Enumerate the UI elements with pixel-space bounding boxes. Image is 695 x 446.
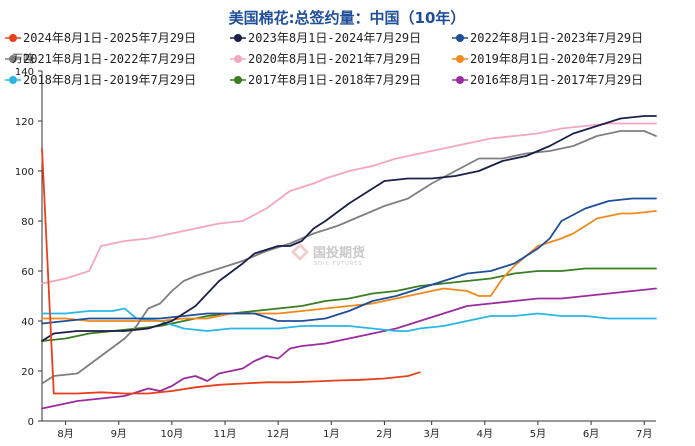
legend-item[interactable]: 2022年8月1日-2023年7月29日: [452, 31, 643, 45]
series-line: [41, 115, 657, 342]
legend-marker: [9, 76, 17, 84]
watermark-text: 国投期货: [313, 245, 365, 261]
legend-marker: [234, 55, 242, 63]
legend-item[interactable]: 2016年8月1日-2017年7月29日: [452, 73, 643, 87]
x-tick-label: 7月: [636, 428, 652, 440]
legend-marker: [234, 34, 242, 42]
legend-item[interactable]: 2018年8月1日-2019年7月29日: [5, 73, 196, 87]
legend-item[interactable]: 2021年8月1日-2022年7月29日: [5, 52, 196, 66]
legend-label: 2024年8月1日-2025年7月29日: [23, 31, 196, 45]
y-tick-label: 20: [21, 367, 34, 378]
x-tick-label: 5月: [530, 428, 546, 440]
y-tick-label: 80: [21, 217, 34, 228]
watermark-subtext: SDIC FUTURES: [314, 261, 363, 267]
x-tick-label: 10月: [161, 428, 184, 440]
x-tick-label: 6月: [583, 428, 599, 440]
y-tick-label: 40: [21, 317, 34, 328]
legend-item[interactable]: 2024年8月1日-2025年7月29日: [5, 31, 196, 45]
y-tick-label: 120: [15, 117, 34, 128]
series-line: [41, 147, 421, 395]
series-group: [41, 115, 657, 410]
x-tick-label: 2月: [376, 428, 392, 440]
x-tick-label: 11月: [214, 428, 237, 440]
y-tick-label: 60: [21, 267, 34, 278]
legend-label: 2016年8月1日-2017年7月29日: [470, 73, 643, 87]
series-line: [41, 197, 657, 325]
legend-label: 2019年8月1日-2020年7月29日: [470, 52, 643, 66]
legend: 2024年8月1日-2025年7月29日 2023年8月1日-2024年7月29日…: [5, 31, 643, 87]
y-axis: 0 20 40 60 80 100 120 140: [15, 67, 43, 428]
legend-label: 2017年8月1日-2018年7月29日: [248, 73, 421, 87]
legend-marker: [234, 76, 242, 84]
series-line: [41, 130, 657, 385]
x-tick-label: 4月: [477, 428, 493, 440]
legend-item[interactable]: 2020年8月1日-2021年7月29日: [230, 52, 421, 66]
y-tick-label: 0: [28, 417, 34, 428]
series-line: [41, 287, 657, 410]
x-tick-label: 9月: [111, 428, 127, 440]
series-line: [41, 307, 657, 332]
legend-marker: [456, 76, 464, 84]
x-tick-label: 1月: [323, 428, 339, 440]
legend-label: 2018年8月1日-2019年7月29日: [23, 73, 196, 87]
legend-marker: [456, 55, 464, 63]
legend-label: 2022年8月1日-2023年7月29日: [470, 31, 643, 45]
x-tick-label: 8月: [57, 428, 73, 440]
legend-marker: [456, 34, 464, 42]
y-tick-label: 100: [15, 167, 34, 178]
legend-label: 2023年8月1日-2024年7月29日: [248, 31, 421, 45]
y-tick-label: 140: [15, 67, 34, 78]
legend-item[interactable]: 2023年8月1日-2024年7月29日: [230, 31, 421, 45]
legend-label: 2020年8月1日-2021年7月29日: [248, 52, 421, 66]
x-tick-label: 12月: [267, 428, 290, 440]
legend-item[interactable]: 2019年8月1日-2020年7月29日: [452, 52, 643, 66]
legend-label: 2021年8月1日-2022年7月29日: [23, 52, 196, 66]
chart-title: 美国棉花:总签约量：中国（10年）: [229, 9, 466, 27]
watermark-logo: 国投期货 SDIC FUTURES: [291, 243, 365, 267]
y-axis-unit: 万吨: [12, 52, 34, 65]
series-line: [41, 122, 657, 285]
legend-marker: [9, 34, 17, 42]
legend-marker: [9, 55, 17, 63]
x-tick-label: 3月: [423, 428, 439, 440]
legend-item[interactable]: 2017年8月1日-2018年7月29日: [230, 73, 421, 87]
series-line: [41, 210, 657, 322]
series-line: [41, 267, 657, 342]
x-axis: 8月 9月 10月 11月 12月 1月 2月 3月 4月 5月 6月 7月: [42, 420, 656, 440]
